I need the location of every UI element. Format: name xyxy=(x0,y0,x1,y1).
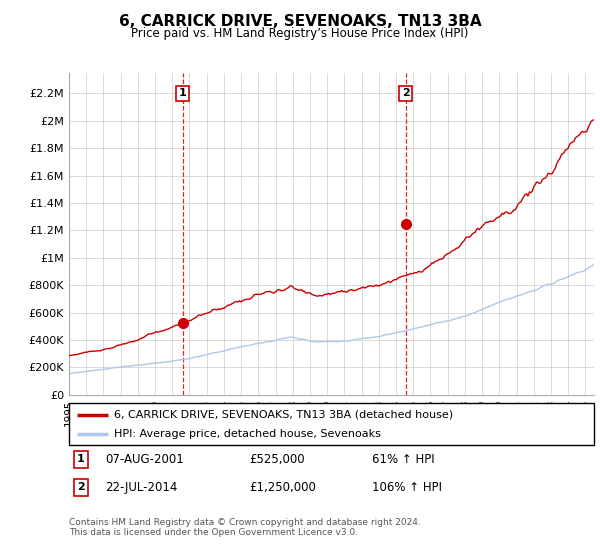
Text: 6, CARRICK DRIVE, SEVENOAKS, TN13 3BA: 6, CARRICK DRIVE, SEVENOAKS, TN13 3BA xyxy=(119,14,481,29)
Text: 07-AUG-2001: 07-AUG-2001 xyxy=(105,452,184,466)
Text: 6, CARRICK DRIVE, SEVENOAKS, TN13 3BA (detached house): 6, CARRICK DRIVE, SEVENOAKS, TN13 3BA (d… xyxy=(113,409,453,419)
Text: Price paid vs. HM Land Registry’s House Price Index (HPI): Price paid vs. HM Land Registry’s House … xyxy=(131,27,469,40)
Text: 22-JUL-2014: 22-JUL-2014 xyxy=(105,480,178,494)
Text: 106% ↑ HPI: 106% ↑ HPI xyxy=(372,480,442,494)
Text: 2: 2 xyxy=(77,482,85,492)
Text: £1,250,000: £1,250,000 xyxy=(249,480,316,494)
Text: 2: 2 xyxy=(402,88,409,99)
Text: 1: 1 xyxy=(77,454,85,464)
Text: 1: 1 xyxy=(179,88,187,99)
Text: 61% ↑ HPI: 61% ↑ HPI xyxy=(372,452,434,466)
Text: HPI: Average price, detached house, Sevenoaks: HPI: Average price, detached house, Seve… xyxy=(113,429,380,439)
Text: Contains HM Land Registry data © Crown copyright and database right 2024.
This d: Contains HM Land Registry data © Crown c… xyxy=(69,518,421,538)
Text: £525,000: £525,000 xyxy=(249,452,305,466)
